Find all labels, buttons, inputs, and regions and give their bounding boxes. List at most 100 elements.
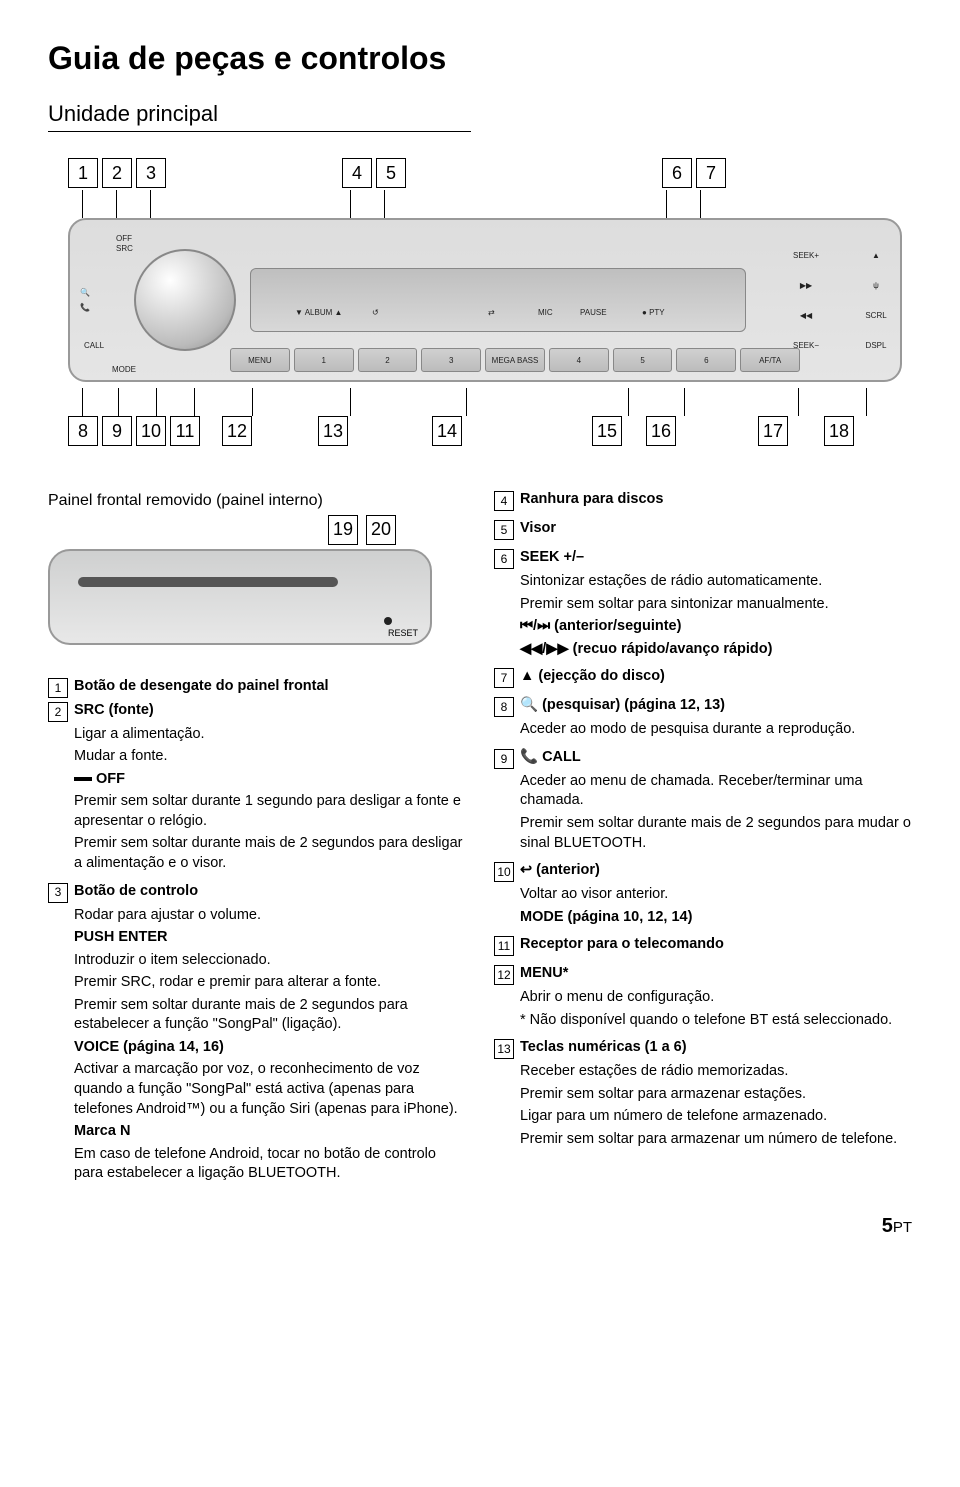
callout-13: 13 — [318, 416, 348, 446]
callout-2: 2 — [102, 158, 132, 188]
page-number: 5 — [882, 1215, 893, 1237]
item8-head: 🔍 (pesquisar) (página 12, 13) — [520, 697, 725, 713]
btn-megabass: MEGA BASS — [485, 348, 545, 372]
btn-afta: AF/TA — [740, 348, 800, 372]
left-column: Painel frontal removido (painel interno)… — [48, 490, 466, 1187]
item2-line1: Ligar a alimentação. — [74, 725, 466, 745]
inner-callouts: 19 20 — [328, 515, 466, 545]
radio-illustration: 🔍 📞 OFF SRC CALL MODE SEEK+ ▶▶ ◀◀ SEEK− … — [68, 218, 902, 382]
btn-menu: MENU — [230, 348, 290, 372]
item2-line2: Mudar a fonte. — [74, 747, 466, 767]
label-call: CALL — [84, 341, 104, 350]
top-callout-row: 1 2 3 4 5 6 7 — [68, 158, 912, 188]
callout-8: 8 — [68, 416, 98, 446]
dash-icon — [74, 777, 92, 781]
callout-6: 6 — [662, 158, 692, 188]
label-album: ▼ ALBUM ▲ — [295, 308, 342, 317]
item2-line3: Premir sem soltar durante 1 segundo para… — [74, 792, 466, 831]
reset-label: RESET — [388, 627, 418, 639]
item13-line1: Receber estações de rádio memorizadas. — [520, 1062, 912, 1082]
callout-3: 3 — [136, 158, 166, 188]
item13-head: Teclas numéricas (1 a 6) — [520, 1039, 687, 1055]
item2-head: SRC (fonte) — [74, 702, 154, 718]
ref-5: 5 — [494, 520, 514, 540]
callout-18: 18 — [824, 416, 854, 446]
reset-button-dot — [384, 617, 392, 625]
ref-2: 2 — [48, 702, 68, 722]
item3-marcan: Marca N — [74, 1122, 466, 1142]
btn-6: 6 — [676, 348, 736, 372]
item3-line2: Introduzir o item seleccionado. — [74, 951, 466, 971]
item3-line3: Premir SRC, rodar e premir para alterar … — [74, 973, 466, 993]
item6-line3b: ◀◀/▶▶ (recuo rápido/avanço rápido) — [520, 640, 912, 660]
bottom-callout-row: 8 9 10 11 12 13 14 15 16 17 18 — [68, 416, 912, 446]
item10-line1: Voltar ao visor anterior. — [520, 885, 912, 905]
page-lang: PT — [893, 1219, 912, 1236]
item13-line4: Premir sem soltar para armazenar um núme… — [520, 1130, 912, 1150]
ref-8: 8 — [494, 697, 514, 717]
label-mic: MIC — [538, 308, 553, 317]
ref-9: 9 — [494, 749, 514, 769]
item12-line1: Abrir o menu de configuração. — [520, 988, 912, 1008]
repeat-icon: ↺ — [372, 308, 379, 317]
ref-4: 4 — [494, 491, 514, 511]
label-pty: ● PTY — [642, 308, 665, 317]
item6-head: SEEK +/– — [520, 549, 584, 565]
item3-head: Botão de controlo — [74, 883, 198, 899]
callout-16: 16 — [646, 416, 676, 446]
item3-push: PUSH ENTER — [74, 928, 466, 948]
label-off: OFF — [116, 234, 132, 243]
right-edge-area: ▲ ψ SCRL DSPL — [852, 240, 900, 360]
item6-line2: Premir sem soltar para sintonizar manual… — [520, 595, 912, 615]
btn-3: 3 — [421, 348, 481, 372]
callout-14: 14 — [432, 416, 462, 446]
callout-5: 5 — [376, 158, 406, 188]
item6-line1: Sintonizar estações de rádio automaticam… — [520, 572, 912, 592]
item13-line3: Ligar para um número de telefone armazen… — [520, 1107, 912, 1127]
item12-note: * Não disponível quando o telefone BT es… — [520, 1011, 912, 1031]
display-window — [250, 268, 746, 332]
page: Guia de peças e controlos Unidade princi… — [0, 0, 960, 1258]
panel-removed-heading: Painel frontal removido (painel interno) — [48, 490, 466, 512]
number-buttons-row: MENU 1 2 3 MEGA BASS 4 5 6 AF/TA — [230, 348, 800, 372]
callout-4: 4 — [342, 158, 372, 188]
item10-mode: MODE (página 10, 12, 14) — [520, 908, 912, 928]
item2-line4: Premir sem soltar durante mais de 2 segu… — [74, 834, 466, 873]
item7-head: ▲ (ejecção do disco) — [520, 668, 665, 684]
callout-15: 15 — [592, 416, 622, 446]
page-footer: 5PT — [48, 1215, 912, 1238]
disc-slot — [78, 577, 338, 587]
left-side-labels: 🔍 📞 — [80, 288, 90, 312]
item5-head: Visor — [520, 520, 556, 536]
item4-head: Ranhura para discos — [520, 491, 663, 507]
ref-11: 11 — [494, 936, 514, 956]
ref-13: 13 — [494, 1039, 514, 1059]
item8-line1: Aceder ao modo de pesquisa durante a rep… — [520, 720, 912, 740]
callout-20: 20 — [366, 515, 396, 545]
ref-7: 7 — [494, 668, 514, 688]
btn-1: 1 — [294, 348, 354, 372]
callout-17: 17 — [758, 416, 788, 446]
item10-head: ↩ (anterior) — [520, 862, 600, 878]
inner-panel-illustration: RESET — [48, 549, 432, 645]
label-mode: MODE — [112, 365, 136, 374]
seek-area: SEEK+ ▶▶ ◀◀ SEEK− — [760, 240, 852, 360]
callout-11: 11 — [170, 416, 200, 446]
ref-10: 10 — [494, 862, 514, 882]
item11-head: Receptor para o telecomando — [520, 936, 724, 952]
callout-10: 10 — [136, 416, 166, 446]
callout-19: 19 — [328, 515, 358, 545]
item6-line3a: ⏮/⏭ (anterior/seguinte) — [520, 617, 912, 637]
callout-7: 7 — [696, 158, 726, 188]
callout-1: 1 — [68, 158, 98, 188]
btn-5: 5 — [613, 348, 673, 372]
ref-12: 12 — [494, 965, 514, 985]
item3-voice: VOICE (página 14, 16) — [74, 1038, 466, 1058]
item3-line5: Activar a marcação por voz, o reconhecim… — [74, 1060, 466, 1119]
btn-2: 2 — [358, 348, 418, 372]
bottom-leader-lines — [68, 388, 898, 416]
control-dial — [134, 249, 236, 351]
ref-3: 3 — [48, 883, 68, 903]
callout-9: 9 — [102, 416, 132, 446]
item13-line2: Premir sem soltar para armazenar estaçõe… — [520, 1085, 912, 1105]
